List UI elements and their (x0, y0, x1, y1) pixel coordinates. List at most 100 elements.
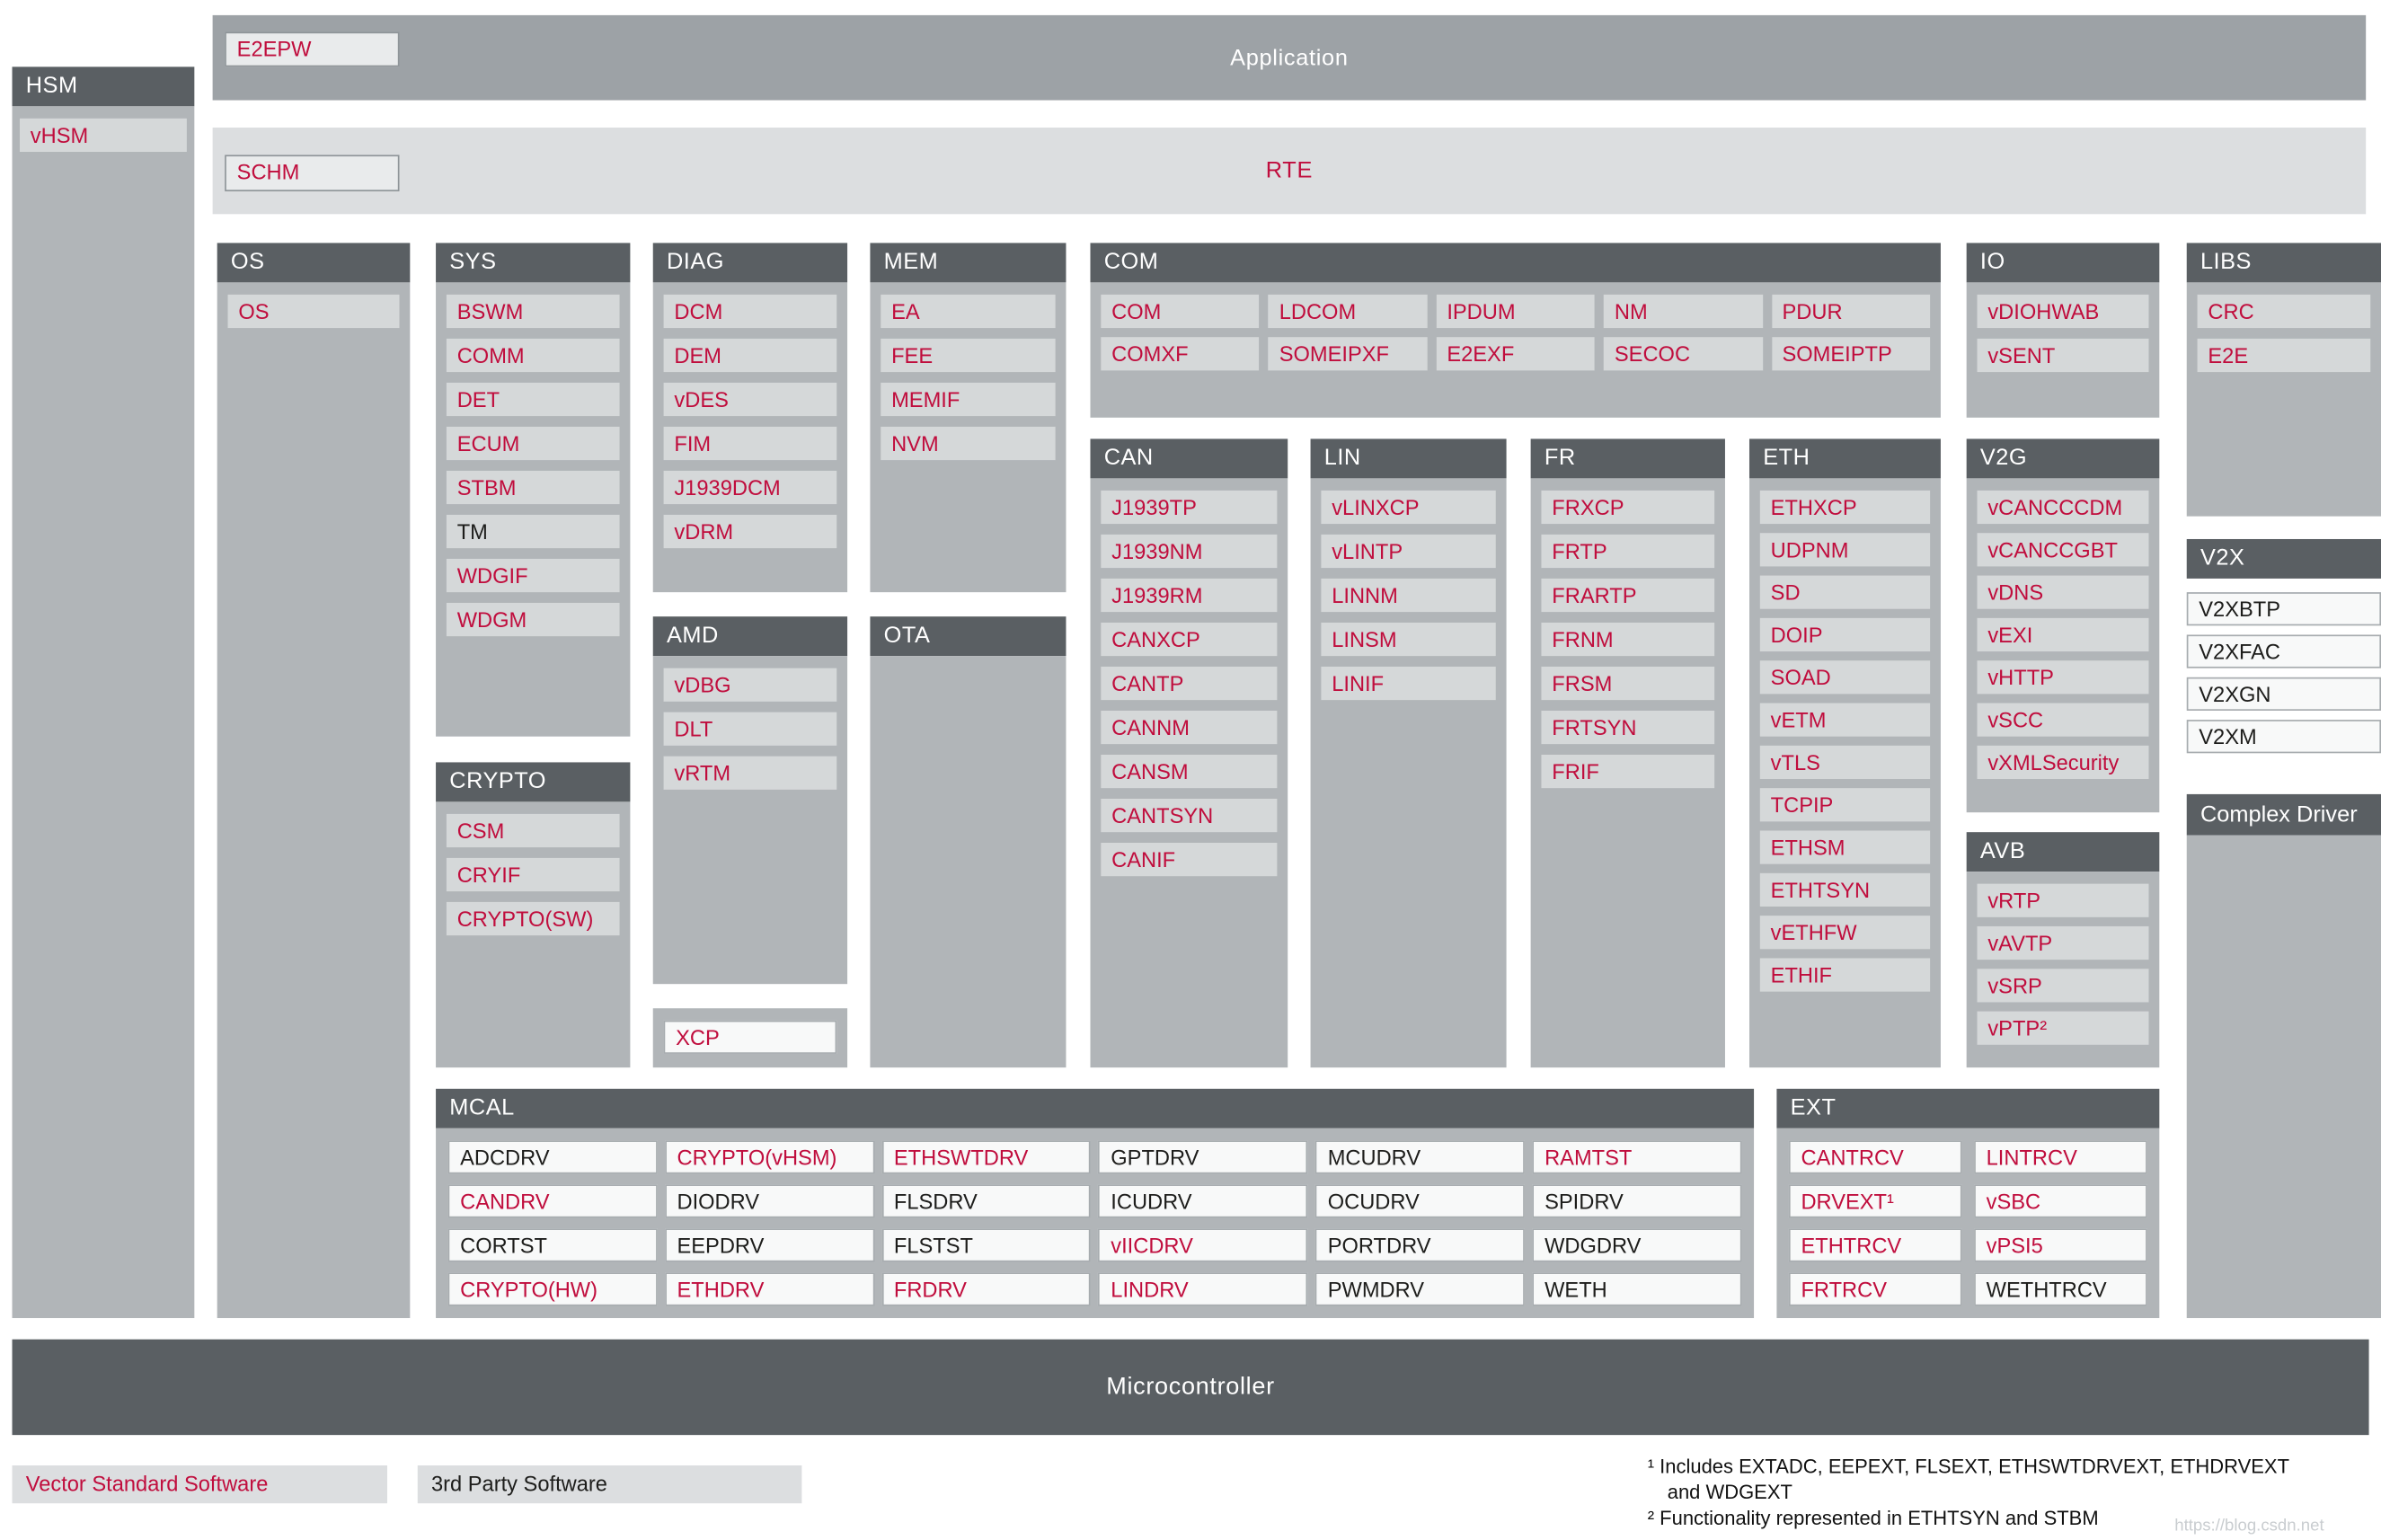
block-ext: EXT CANTRCV LINTRCV DRVEXT¹ vSBC ETHTRCV… (1776, 1088, 2160, 1319)
header-mem: MEM (870, 243, 1067, 283)
module-item: ADCDRV (447, 1140, 658, 1174)
rte-bar: RTE (212, 127, 2367, 215)
block-sys: SYS BSWM COMM DET ECUM STBM TM WDGIF WDG… (436, 243, 631, 737)
module-item: FRDRV (881, 1272, 1092, 1306)
module-item: vDBG (663, 668, 837, 702)
block-sys-body: BSWM COMM DET ECUM STBM TM WDGIF WDGM (436, 282, 631, 737)
block-os-body: OS (217, 282, 411, 1319)
block-fr: FR FRXCP FRTP FRARTP FRNM FRSM FRTSYN FR… (1530, 438, 1725, 1068)
legend-vector: Vector Standard Software (12, 1465, 387, 1504)
module-item: RAMTST (1532, 1140, 1742, 1174)
module-item: NVM (881, 426, 1056, 461)
module-item: SECOC (1604, 337, 1763, 371)
header-io: IO (1966, 243, 2160, 283)
block-libs-body: CRC E2E (2186, 282, 2381, 517)
module-item: LINTRCV (1974, 1140, 2147, 1174)
module-item: FRNM (1541, 622, 1715, 657)
module-item: NM (1604, 294, 1763, 329)
header-sys: SYS (436, 243, 631, 283)
block-ext-body: CANTRCV LINTRCV DRVEXT¹ vSBC ETHTRCV vPS… (1776, 1128, 2160, 1319)
module-item: UDPNM (1759, 533, 1931, 567)
module-item: CRYIF (446, 857, 620, 892)
module-item: V2XFAC (2186, 634, 2381, 668)
microcontroller-bar: Microcontroller (12, 1339, 2369, 1436)
module-item: CANSM (1101, 754, 1278, 789)
module-item: vRTM (663, 756, 837, 790)
module-item: E2EXF (1436, 337, 1595, 371)
watermark: https://blog.csdn.net (2174, 1517, 2324, 1536)
module-item: vDES (663, 382, 837, 417)
block-diag-body: DCM DEM vDES FIM J1939DCM vDRM (652, 282, 848, 593)
module-item: CANTRCV (1788, 1140, 1962, 1174)
module-item: vCANCCGBT (1977, 533, 2149, 567)
block-can-body: J1939TP J1939NM J1939RM CANXCP CANTP CAN… (1090, 478, 1288, 1068)
module-item: ETHIF (1759, 958, 1931, 992)
block-ota-body (870, 656, 1067, 1068)
module-item: J1939RM (1101, 578, 1278, 613)
module-item: vLINTP (1321, 534, 1496, 569)
block-eth-body: ETHXCP UDPNM SD DOIP SOAD vETM vTLS TCPI… (1748, 478, 1941, 1068)
module-item: PWMDRV (1315, 1272, 1526, 1306)
block-lin-body: vLINXCP vLINTP LINNM LINSM LINIF (1310, 478, 1507, 1068)
module-item: DET (446, 382, 620, 417)
module-item: EA (881, 294, 1056, 329)
module-item: ETHTRCV (1788, 1228, 1962, 1262)
footnote-1: ¹ Includes EXTADC, EEPEXT, FLSEXT, ETHSW… (1647, 1455, 2290, 1478)
module-item: vDIOHWAB (1977, 294, 2149, 329)
module-item: vXMLSecurity (1977, 745, 2149, 780)
block-xcp: XCP (652, 1008, 848, 1068)
module-item: FEE (881, 338, 1056, 373)
module-item: OCUDRV (1315, 1184, 1526, 1218)
module-item: LDCOM (1268, 294, 1428, 329)
header-lin: LIN (1310, 438, 1507, 479)
module-item: ETHDRV (664, 1272, 874, 1306)
footnote-1-continued: and WDGEXT (1667, 1480, 1792, 1504)
block-diag: DIAG DCM DEM vDES FIM J1939DCM vDRM (652, 243, 848, 593)
header-diag: DIAG (652, 243, 848, 283)
module-item: DIODRV (664, 1184, 874, 1218)
module-item: SPIDRV (1532, 1184, 1742, 1218)
module-item: SOMEIPXF (1268, 337, 1428, 371)
module-item: FRTP (1541, 534, 1715, 569)
block-v2g-body: vCANCCCDM vCANCCGBT vDNS vEXI vHTTP vSCC… (1966, 478, 2160, 813)
application-label: Application (1230, 44, 1349, 71)
block-crypto: CRYPTO CSM CRYIF CRYPTO(SW) (436, 762, 631, 1068)
module-item: FRXCP (1541, 490, 1715, 525)
module-item: TCPIP (1759, 788, 1931, 822)
footnotes: ¹ Includes EXTADC, EEPEXT, FLSEXT, ETHSW… (1648, 1453, 2377, 1530)
module-item: LINNM (1321, 578, 1496, 613)
module-item: LINSM (1321, 622, 1496, 657)
header-v2g: V2G (1966, 438, 2160, 479)
module-item: vDRM (663, 514, 837, 549)
module-item: V2XGN (2186, 677, 2381, 711)
module-item: DRVEXT¹ (1788, 1184, 1962, 1218)
module-item: WDGM (446, 602, 620, 637)
block-mcal: MCAL ADCDRV CRYPTO(vHSM) ETHSWTDRV GPTDR… (436, 1088, 1755, 1319)
block-v2x-body: V2XBTP V2XFAC V2XGN V2XM (2186, 579, 2381, 767)
header-mcal: MCAL (436, 1088, 1755, 1128)
block-hsm-body: vHSM (12, 106, 195, 1319)
block-os: OS OS (217, 243, 411, 1319)
module-item: GPTDRV (1098, 1140, 1308, 1174)
module-item: TM (446, 514, 620, 549)
module-item: SD (1759, 575, 1931, 609)
module-item: vHSM (19, 118, 187, 153)
module-item: COMM (446, 338, 620, 373)
module-item: vSENT (1977, 338, 2149, 373)
module-item: CRYPTO(vHSM) (664, 1140, 874, 1174)
block-v2g: V2G vCANCCCDM vCANCCGBT vDNS vEXI vHTTP … (1966, 438, 2160, 813)
module-item: vAVTP (1977, 925, 2149, 960)
module-item: LINDRV (1098, 1272, 1308, 1306)
module-item: OS (227, 294, 400, 329)
header-fr: FR (1530, 438, 1725, 479)
module-item: MCUDRV (1315, 1140, 1526, 1174)
header-os: OS (217, 243, 411, 283)
block-com: COM COM LDCOM IPDUM NM PDUR COMXF SOMEIP… (1090, 243, 1941, 418)
block-complex-driver-body (2186, 835, 2381, 1319)
module-item: vRTP (1977, 883, 2149, 917)
module-item: ETHXCP (1759, 490, 1931, 525)
block-ota: OTA (870, 616, 1067, 1068)
module-item: E2E (2197, 338, 2371, 373)
application-bar: Application (212, 14, 2367, 101)
module-item: vSCC (1977, 703, 2149, 737)
